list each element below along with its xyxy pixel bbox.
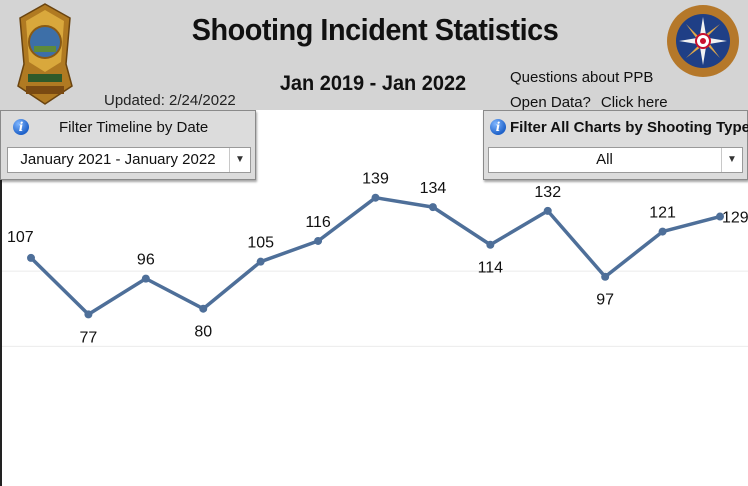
data-label-12: 129 [722, 210, 748, 227]
chevron-down-icon[interactable]: ▼ [721, 148, 742, 172]
data-label-9: 132 [534, 184, 561, 201]
timeline-filter-value: January 2021 - January 2022 [20, 151, 216, 168]
data-label-11: 121 [649, 205, 676, 222]
data-point-8[interactable] [486, 240, 495, 249]
date-range-subtitle: Jan 2019 - Jan 2022 [279, 72, 467, 95]
shooting-type-filter-title: Filter All Charts by Shooting Type [510, 119, 748, 136]
click-here-link[interactable]: Click here [600, 94, 668, 111]
data-point-2[interactable] [141, 274, 150, 283]
data-point-4[interactable] [256, 257, 265, 266]
questions-line-2: Open Data? [510, 94, 591, 111]
data-labels: 107 77 96 80 105 116 139 134 114 132 97 121 129 [7, 171, 748, 347]
updated-date: Updated: 2/24/2022 [104, 92, 236, 109]
info-icon[interactable]: i [490, 119, 506, 135]
shooting-type-filter-dropdown[interactable]: All ▼ [488, 147, 743, 173]
chevron-down-icon[interactable]: ▼ [229, 148, 250, 172]
data-label-2: 96 [137, 252, 155, 269]
shooting-type-filter-value: All [596, 151, 613, 168]
timeline-filter-panel: i Filter Timeline by Date January 2021 -… [0, 110, 256, 180]
data-label-10: 97 [596, 292, 614, 309]
data-label-1: 77 [80, 329, 98, 346]
header-bar: Shooting Incident Statistics Jan 2019 - … [0, 0, 748, 111]
timeline-filter-title: Filter Timeline by Date [59, 119, 209, 136]
series-line [29, 195, 721, 317]
data-point-6[interactable] [371, 193, 380, 202]
questions-block: Questions about PPB Open Data? Click here [510, 65, 668, 115]
data-point-9[interactable] [543, 206, 552, 215]
data-label-0: 107 [7, 229, 34, 246]
data-label-7: 134 [420, 180, 447, 197]
chart-series [27, 193, 724, 319]
data-label-8: 114 [478, 260, 504, 277]
info-icon[interactable]: i [13, 119, 29, 135]
left-frame-border [0, 110, 2, 486]
questions-line-1: Questions about PPB [510, 69, 654, 86]
police-badge-logo [17, 3, 73, 105]
timeline-filter-dropdown[interactable]: January 2021 - January 2022 ▼ [7, 147, 251, 173]
data-point-12[interactable] [716, 212, 724, 221]
data-point-1[interactable] [84, 310, 93, 319]
data-point-11[interactable] [658, 227, 667, 236]
data-point-7[interactable] [428, 203, 437, 212]
strategic-services-seal-logo [667, 5, 739, 77]
data-point-5[interactable] [314, 236, 323, 245]
data-point-3[interactable] [199, 304, 208, 313]
page-title: Shooting Incident Statistics [191, 12, 559, 47]
data-point-0[interactable] [27, 253, 35, 262]
data-label-5: 116 [305, 214, 331, 231]
data-label-3: 80 [194, 324, 212, 341]
shooting-type-filter-panel: i Filter All Charts by Shooting Type All… [483, 110, 748, 180]
gridlines [0, 270, 748, 347]
data-label-4: 105 [247, 235, 274, 252]
data-label-6: 139 [362, 171, 389, 188]
data-point-10[interactable] [601, 272, 610, 281]
